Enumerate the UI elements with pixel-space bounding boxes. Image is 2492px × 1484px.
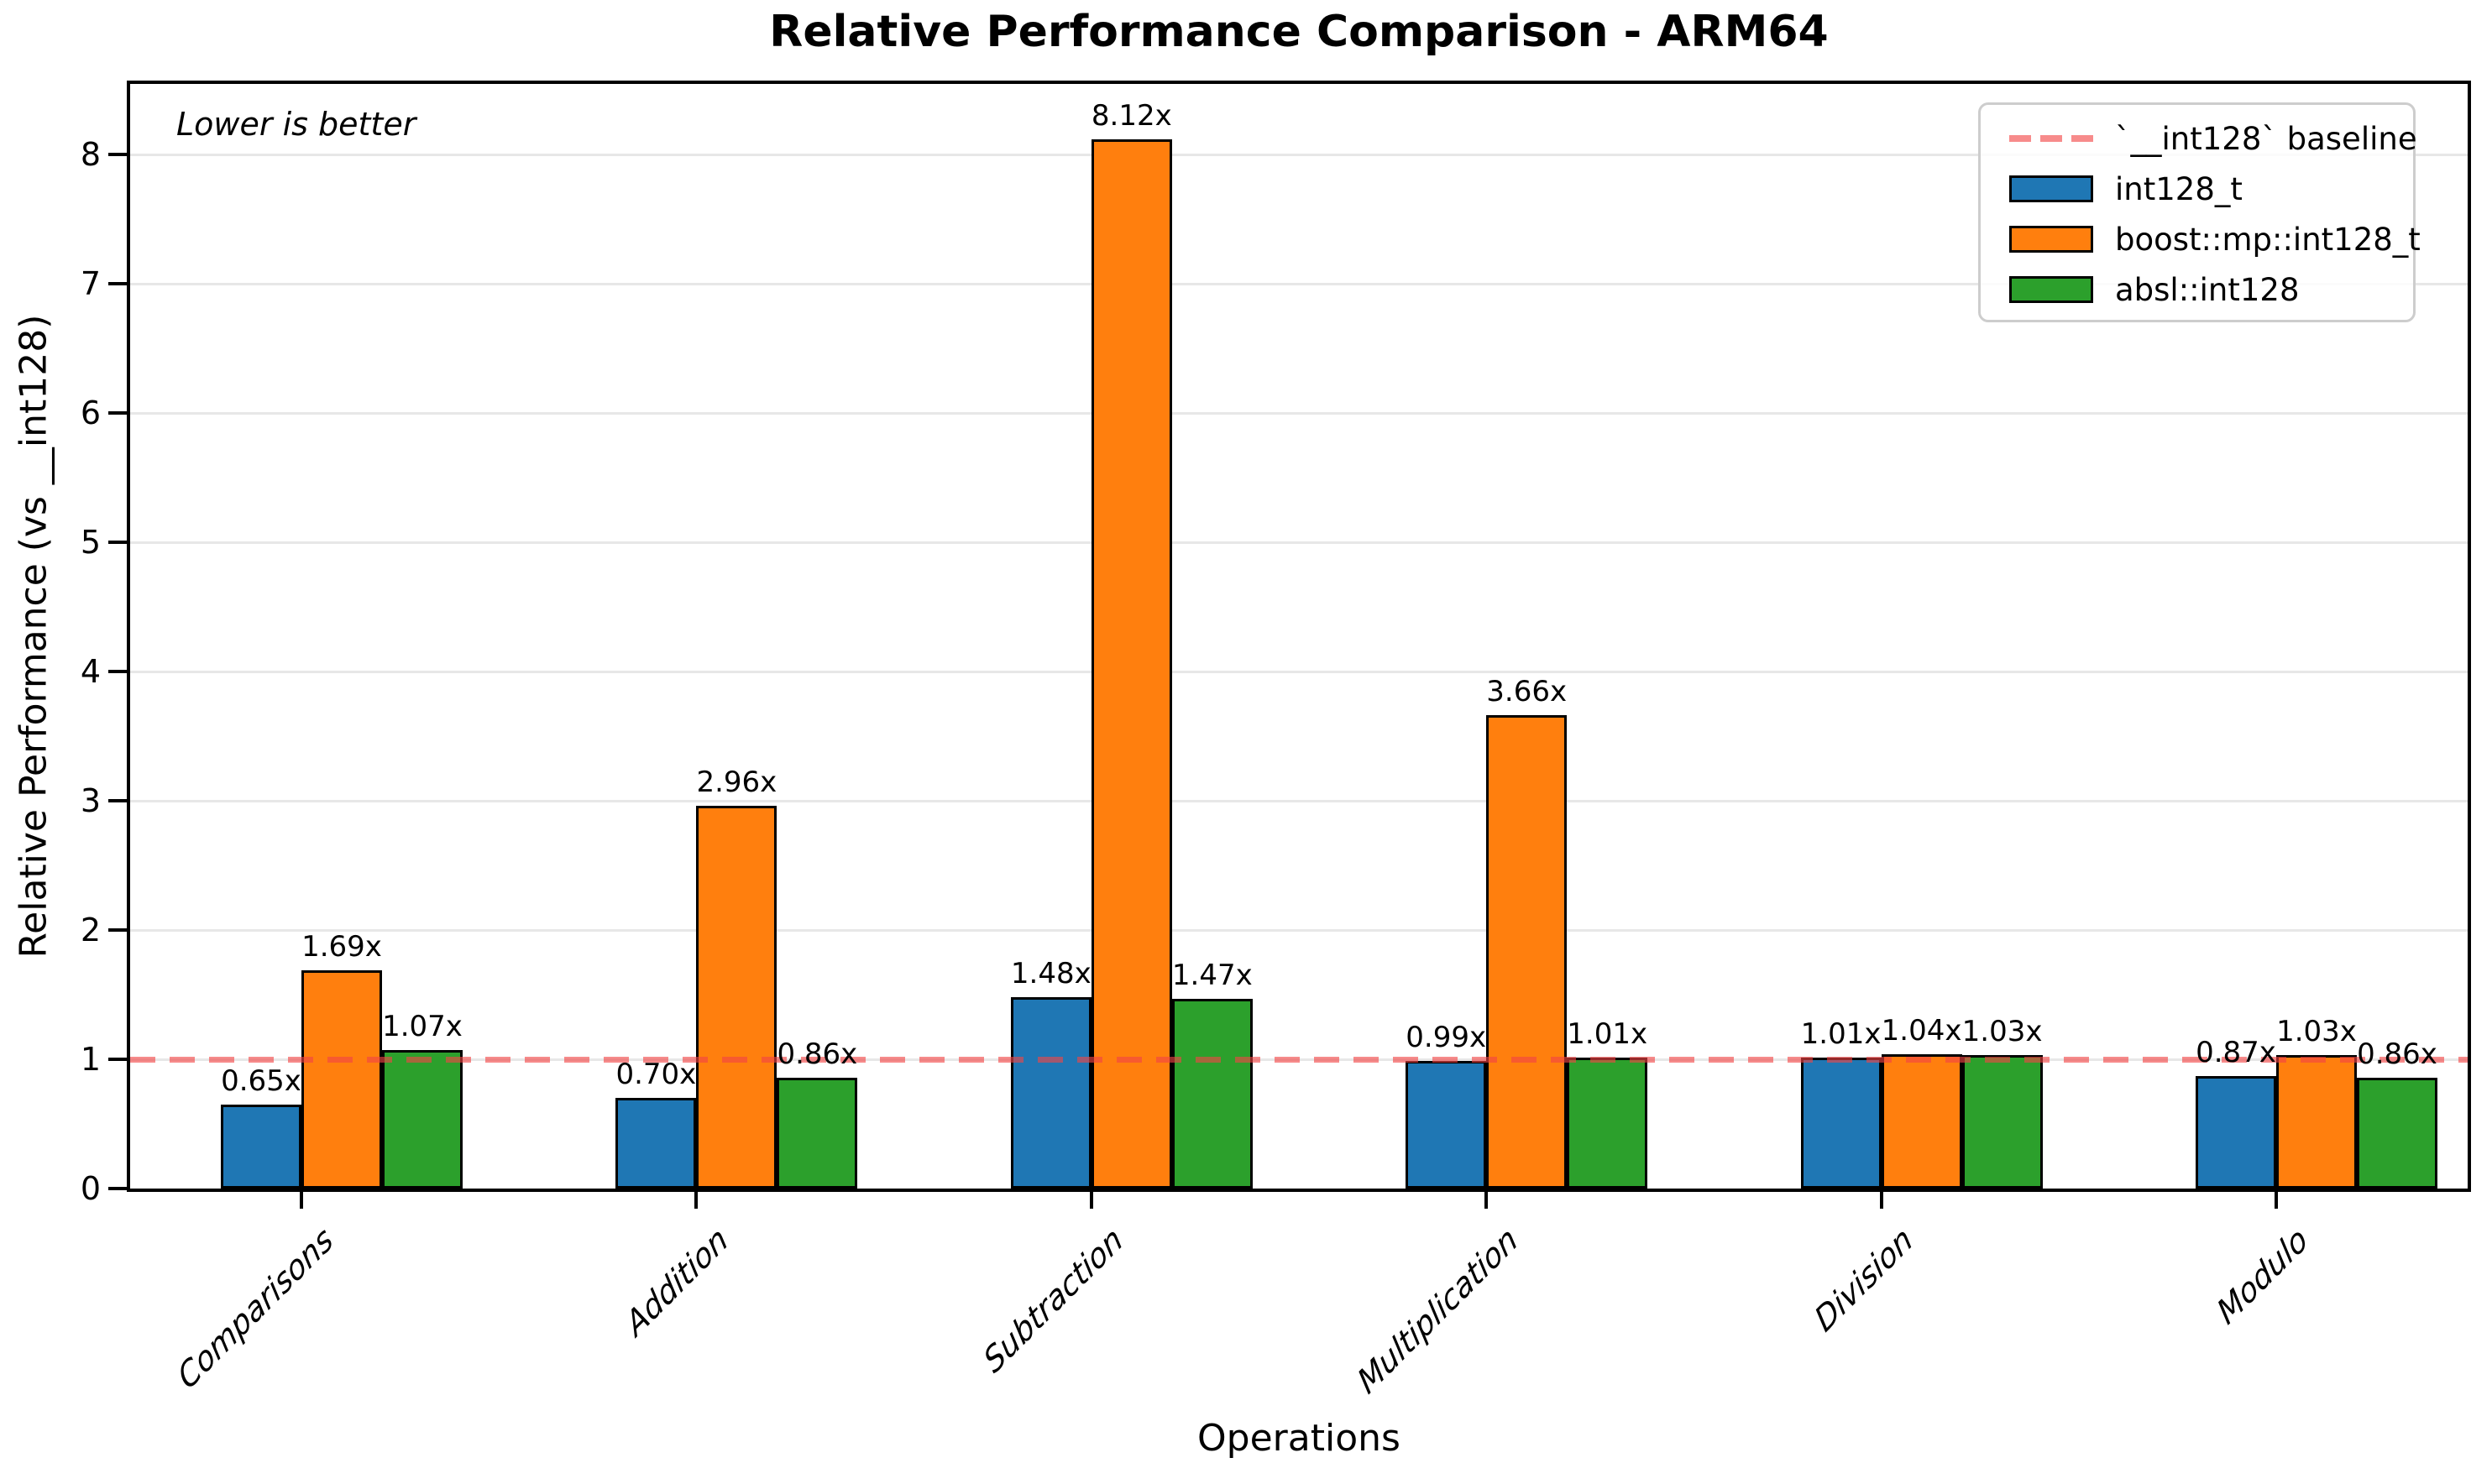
bar [1881, 1053, 1962, 1189]
bar-value-label: 0.86x [2357, 1037, 2437, 1071]
bar-value-label: 0.86x [777, 1037, 858, 1071]
bar [221, 1104, 301, 1189]
bar-value-label: 1.47x [1171, 958, 1253, 992]
baseline-dash-sample [2009, 135, 2093, 142]
bar-value-label: 0.70x [615, 1058, 697, 1092]
x-tick-label: Multiplication [1351, 1219, 1524, 1403]
bar [1010, 997, 1092, 1189]
legend-label: boost::mp::int128_t [2115, 221, 2421, 258]
y-tick-label: 0 [80, 1170, 101, 1207]
legend-label: `__int128` baseline [2115, 120, 2417, 157]
y-tick-mark [108, 799, 127, 802]
bar-value-label: 1.07x [382, 1010, 463, 1044]
x-tick-mark [1879, 1190, 1883, 1209]
bar-value-label: 0.65x [221, 1063, 301, 1098]
legend-label: absl::int128 [2115, 271, 2300, 308]
x-tick-label: Subtraction [977, 1219, 1129, 1382]
x-tick-mark [694, 1190, 699, 1209]
bar-value-label: 1.03x [2276, 1015, 2357, 1049]
y-tick-mark [108, 1187, 127, 1190]
y-tick-label: 7 [80, 265, 101, 302]
legend-item: boost::mp::int128_t [1981, 214, 2421, 264]
lower-is-better-note: Lower is better [176, 106, 416, 143]
bar-value-label: 1.69x [301, 929, 382, 964]
bar-value-label: 0.99x [1406, 1020, 1487, 1054]
bar [2276, 1055, 2357, 1189]
gridline [130, 671, 2468, 673]
bar [1171, 998, 1253, 1189]
x-tick-mark [1484, 1190, 1489, 1209]
bar [1800, 1058, 1882, 1189]
y-tick-label: 2 [80, 912, 101, 948]
bar [1567, 1058, 1648, 1189]
bar [615, 1098, 697, 1189]
y-tick-mark [108, 282, 127, 285]
x-tick-mark [300, 1190, 303, 1209]
bar [2357, 1077, 2437, 1189]
y-tick-label: 1 [80, 1041, 101, 1078]
bar [1961, 1055, 2043, 1189]
legend-label: int128_t [2115, 170, 2243, 207]
bar-value-label: 1.04x [1881, 1013, 1962, 1048]
gridline [130, 541, 2468, 544]
chart-title: Relative Performance Comparison - ARM64 [769, 7, 1829, 57]
x-tick-label: Addition [619, 1219, 734, 1345]
legend-item: `__int128` baseline [1981, 113, 2417, 164]
y-tick-mark [108, 541, 127, 544]
bar [777, 1077, 858, 1189]
legend-item: absl::int128 [1981, 264, 2413, 315]
bar-labels-layer: 0.65x 0.70x 1.48x 0.99x 1.01x 0.87x 1.69x 2.96x… [130, 84, 2468, 1189]
gridline [130, 283, 2468, 285]
bar [1486, 715, 1568, 1189]
legend-color-swatch [2009, 226, 2093, 253]
x-tick-mark [1089, 1190, 1093, 1209]
legend-item: int128_t [1981, 164, 2413, 214]
legend-color-swatch [2009, 276, 2093, 303]
y-tick-label: 5 [80, 524, 101, 561]
y-tick-mark [108, 670, 127, 673]
x-tick-label: Modulo [2211, 1219, 2314, 1333]
gridline [130, 929, 2468, 932]
x-tick-mark [2275, 1190, 2278, 1209]
y-tick-label: 8 [80, 136, 101, 173]
x-tick-label: Division [1809, 1219, 1919, 1340]
bar [2196, 1076, 2276, 1189]
gridline [130, 800, 2468, 802]
x-axis-title: Operations [1197, 1417, 1400, 1460]
bar [696, 806, 777, 1189]
gridline [130, 412, 2468, 415]
y-tick-mark [108, 153, 127, 156]
y-tick-mark [108, 1058, 127, 1061]
y-tick-label: 3 [80, 782, 101, 819]
bar-value-label: 1.48x [1010, 957, 1092, 991]
y-tick-label: 4 [80, 653, 101, 690]
y-tick-mark [108, 928, 127, 932]
bar [1091, 138, 1172, 1189]
bar [301, 969, 382, 1189]
y-tick-mark [108, 411, 127, 415]
bar-value-label: 8.12x [1091, 98, 1172, 133]
baseline-line [130, 1057, 2468, 1063]
bar-value-label: 1.03x [1961, 1015, 2043, 1049]
bar-value-label: 0.87x [2196, 1036, 2276, 1070]
legend-color-swatch [2009, 175, 2093, 202]
bar-value-label: 2.96x [696, 766, 777, 800]
bar-value-label: 1.01x [1567, 1017, 1648, 1052]
x-tick-label: Comparisons [171, 1219, 339, 1398]
gridline [130, 154, 2468, 156]
y-tick-label: 6 [80, 395, 101, 431]
bar-value-label: 1.01x [1800, 1017, 1882, 1052]
bar-value-label: 3.66x [1486, 675, 1568, 709]
bar [382, 1050, 463, 1189]
